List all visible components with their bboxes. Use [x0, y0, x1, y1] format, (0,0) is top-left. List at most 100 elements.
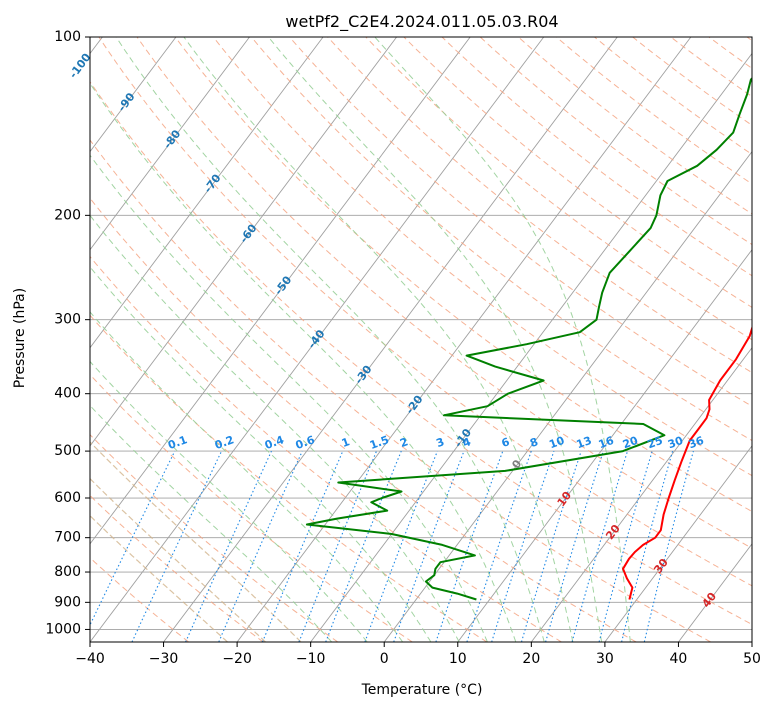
y-tick-label: 600	[54, 490, 81, 506]
theta-e-curve	[90, 477, 266, 642]
dry-adiabat	[90, 139, 711, 642]
x-axis-label: Temperature (°C)	[361, 682, 483, 698]
x-tick-label: 10	[449, 651, 467, 667]
dry-adiabat	[90, 373, 413, 642]
dry-adiabat	[403, 37, 752, 308]
mixing-ratio-label: 20	[621, 434, 640, 452]
mixing-ratio-label: 0.2	[213, 433, 236, 452]
isotherm-line	[90, 37, 324, 349]
mixing-ratio-line	[185, 450, 272, 642]
mixing-ratio-label: 8	[528, 435, 540, 450]
axis-ticks: −40 −30 −20 −10 0 10 20 30 40 5010020030040050060…	[45, 29, 761, 667]
isotherm-line	[163, 37, 618, 642]
moist-adiabat	[90, 214, 460, 642]
moist-adiabat	[90, 266, 432, 642]
y-tick-label: 900	[54, 594, 81, 610]
x-tick-label: −40	[75, 651, 105, 667]
isotherm-line	[236, 37, 692, 642]
y-tick-label: 1000	[45, 621, 81, 637]
axes-frame	[89, 36, 753, 643]
moist-adiabat	[90, 360, 368, 642]
dry-adiabat	[174, 37, 752, 513]
x-tick-label: −30	[149, 651, 179, 667]
mixing-ratio-line	[545, 450, 604, 642]
mixing-ratio-line	[466, 450, 532, 642]
isotherm-line	[530, 347, 752, 642]
mixing-ratio-label: 36	[687, 434, 706, 452]
y-tick-label: 100	[54, 29, 81, 45]
moist-adiabat	[183, 37, 574, 642]
mixing-ratio-line	[364, 450, 438, 642]
mixing-ratio-label: 1	[340, 435, 352, 450]
mixing-ratio-label: 13	[575, 434, 594, 451]
mixing-ratio-line	[435, 450, 504, 642]
mixing-ratio-label: 4	[461, 435, 473, 450]
temperature-profile	[622, 325, 752, 600]
dry-adiabat	[90, 255, 562, 642]
moist-adiabat	[90, 154, 488, 642]
mixing-ratio-line	[325, 450, 402, 642]
dry-adiabat	[212, 37, 752, 477]
dry-adiabat	[251, 37, 752, 442]
x-tick-label: 0	[380, 651, 389, 667]
mixing-ratio-label: 2	[398, 435, 410, 450]
mixing-ratio-line	[621, 450, 674, 642]
dewpoint-profile	[305, 76, 752, 601]
mixing-ratio-line	[218, 450, 303, 642]
mixing-ratio-line	[643, 450, 694, 642]
mixing-ratio-label: 0.1	[166, 433, 189, 452]
grid-lines	[90, 37, 752, 642]
mixing-ratio-line	[598, 450, 653, 642]
mixing-ratio-label: 10	[547, 434, 566, 452]
isotherm-line	[751, 641, 752, 642]
mixing-ratio-line	[261, 450, 344, 642]
mixing-ratio-label: 0.4	[263, 433, 286, 452]
isotherm-line	[90, 37, 397, 447]
chart-title: wetPf2_C2E4.2024.011.05.03.R04	[285, 12, 558, 32]
x-tick-label: 40	[670, 651, 688, 667]
mixing-ratio-line	[90, 450, 176, 627]
y-tick-label: 400	[54, 386, 81, 402]
y-tick-label: 300	[54, 312, 81, 328]
mixing-ratio-label: 25	[646, 434, 665, 451]
moist-adiabat	[90, 311, 404, 642]
isotherm-line	[90, 37, 250, 251]
dry-adiabat	[289, 37, 752, 407]
plot-background	[90, 37, 752, 642]
moist-adiabat	[374, 37, 631, 642]
isotherm-line	[457, 248, 752, 642]
y-axis-label: Pressure (hPa)	[12, 288, 28, 388]
plot-frame	[89, 36, 753, 643]
x-tick-label: 30	[596, 651, 614, 667]
plot-area	[90, 37, 752, 642]
moist-adiabat	[90, 404, 333, 642]
x-tick-label: 50	[743, 651, 761, 667]
mixing-ratio-line	[298, 450, 378, 642]
y-tick-label: 200	[54, 207, 81, 223]
mixing-ratio-label: 0.6	[294, 433, 317, 452]
y-tick-label: 500	[54, 443, 81, 459]
mixing-ratio-label: 3	[434, 435, 446, 450]
mixing-ratio-label: 6	[500, 435, 512, 450]
isotherm-line	[383, 150, 752, 642]
y-tick-label: 800	[54, 564, 81, 580]
dry-adiabat	[90, 197, 637, 642]
x-tick-label: −10	[296, 651, 326, 667]
isotherm-line	[90, 37, 471, 545]
mixing-ratio-line	[571, 450, 629, 642]
isotherm-line	[604, 445, 752, 642]
theta-e-curve	[90, 441, 302, 642]
background-curves	[90, 37, 752, 642]
mixing-ratio-label: 30	[666, 434, 685, 452]
y-tick-label: 700	[54, 530, 81, 546]
mixing-ratio-line	[393, 450, 465, 642]
isotherm-line	[90, 37, 177, 153]
isotherm-line	[90, 37, 545, 642]
moist-adiabat	[268, 37, 602, 642]
mixing-ratio-line	[491, 450, 555, 642]
moist-adiabat	[115, 37, 545, 642]
profile-lines	[305, 76, 752, 601]
mixing-ratio-label: 16	[597, 434, 616, 452]
x-tick-label: 20	[522, 651, 540, 667]
